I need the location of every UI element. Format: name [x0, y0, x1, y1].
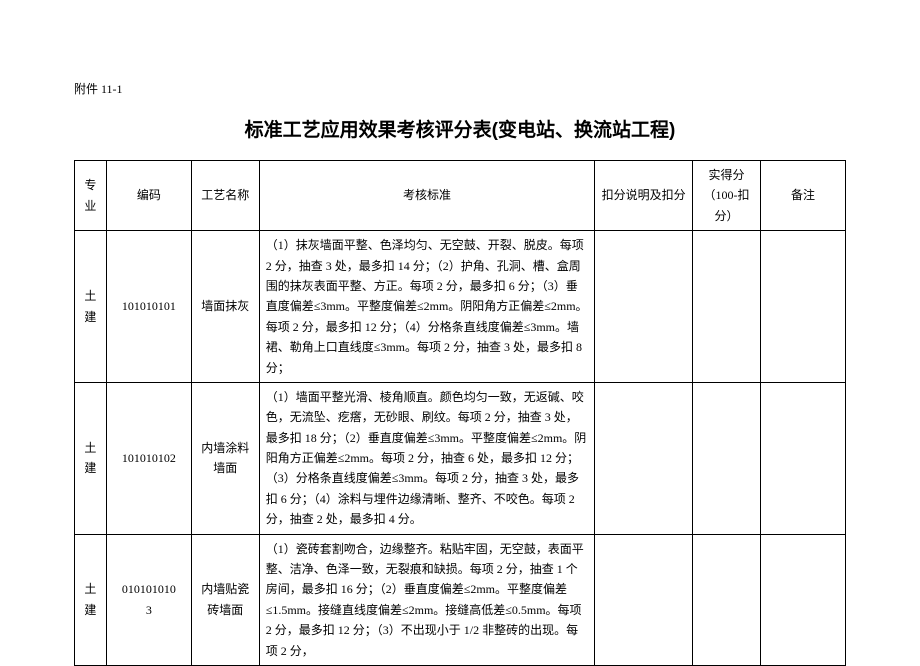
table-row: 土建 010101010 3 内墙贴瓷砖墙面 （1）瓷砖套割吻合，边缘整齐。粘贴…	[75, 534, 846, 665]
table-row: 土建 101010101 墙面抹灰 （1）抹灰墙面平整、色泽均匀、无空鼓、开裂、…	[75, 231, 846, 383]
attachment-label: 附件 11-1	[74, 80, 846, 97]
table-header-row: 专业 编码 工艺名称 考核标准 扣分说明及扣分 实得分（100-扣分） 备注	[75, 161, 846, 231]
cell-code: 101010101	[106, 231, 191, 383]
cell-remark	[760, 534, 845, 665]
cell-standard: （1）瓷砖套割吻合，边缘整齐。粘贴牢固，无空鼓，表面平整、洁净、色泽一致，无裂痕…	[259, 534, 595, 665]
cell-deduct	[595, 534, 693, 665]
cell-deduct	[595, 382, 693, 534]
cell-standard: （1）墙面平整光滑、棱角顺直。颜色均匀一致，无返碱、咬色，无流坠、疙瘩，无砂眼、…	[259, 382, 595, 534]
cell-score	[693, 534, 761, 665]
score-table: 专业 编码 工艺名称 考核标准 扣分说明及扣分 实得分（100-扣分） 备注 土…	[74, 160, 846, 666]
col-header-score: 实得分（100-扣分）	[693, 161, 761, 231]
col-header-standard: 考核标准	[259, 161, 595, 231]
cell-specialty: 土建	[75, 534, 107, 665]
cell-code: 101010102	[106, 382, 191, 534]
cell-craft: 内墙涂料墙面	[191, 382, 259, 534]
col-header-specialty: 专业	[75, 161, 107, 231]
cell-craft: 墙面抹灰	[191, 231, 259, 383]
cell-standard: （1）抹灰墙面平整、色泽均匀、无空鼓、开裂、脱皮。每项 2 分，抽查 3 处，最…	[259, 231, 595, 383]
cell-code: 010101010 3	[106, 534, 191, 665]
cell-score	[693, 382, 761, 534]
col-header-remark: 备注	[760, 161, 845, 231]
col-header-deduct: 扣分说明及扣分	[595, 161, 693, 231]
cell-specialty: 土建	[75, 382, 107, 534]
cell-craft: 内墙贴瓷砖墙面	[191, 534, 259, 665]
cell-remark	[760, 382, 845, 534]
cell-score	[693, 231, 761, 383]
col-header-craft: 工艺名称	[191, 161, 259, 231]
cell-remark	[760, 231, 845, 383]
cell-specialty: 土建	[75, 231, 107, 383]
table-row: 土建 101010102 内墙涂料墙面 （1）墙面平整光滑、棱角顺直。颜色均匀一…	[75, 382, 846, 534]
col-header-code: 编码	[106, 161, 191, 231]
document-title: 标准工艺应用效果考核评分表(变电站、换流站工程)	[74, 115, 846, 142]
cell-deduct	[595, 231, 693, 383]
